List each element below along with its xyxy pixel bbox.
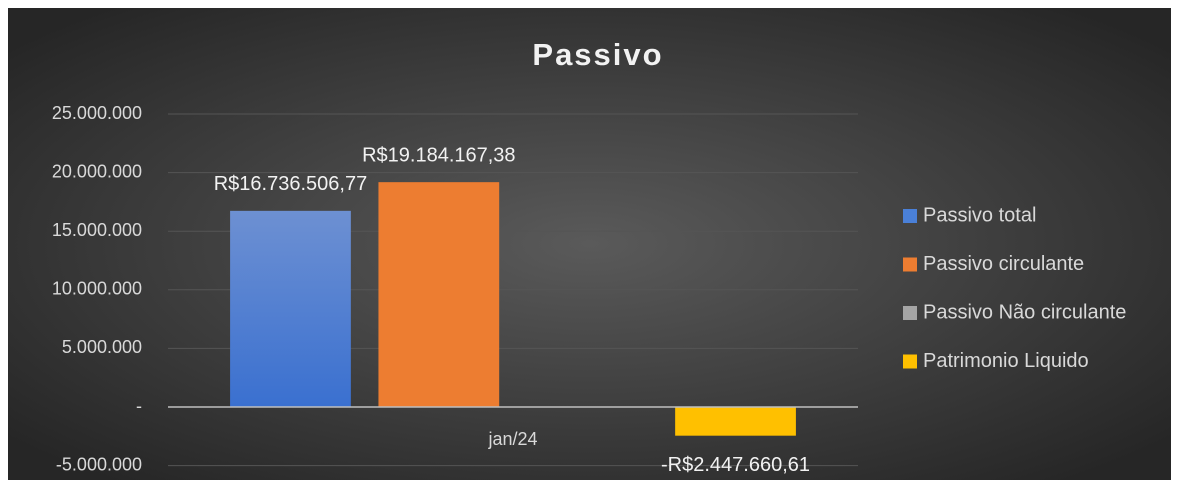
x-tick-label: jan/24	[487, 429, 537, 449]
y-tick-label: -5.000.000	[56, 454, 142, 474]
legend-swatch	[903, 257, 917, 272]
legend-swatch	[903, 306, 917, 320]
chart-title: Passivo	[532, 37, 663, 72]
bar	[378, 182, 500, 407]
legend-swatch	[903, 354, 917, 369]
legend-swatch	[903, 209, 917, 223]
data-label: R$16.736.506,77	[214, 173, 367, 195]
y-tick-label: -	[136, 396, 142, 416]
chart-background	[8, 8, 1171, 480]
bar	[675, 407, 796, 436]
legend-label: Passivo circulante	[923, 253, 1084, 275]
bar	[230, 210, 351, 407]
legend-label: Patrimonio Liquido	[923, 350, 1089, 372]
y-tick-label: 25.000.000	[52, 103, 142, 123]
y-tick-label: 15.000.000	[52, 220, 142, 240]
data-label: R$19.184.167,38	[362, 144, 515, 166]
y-tick-label: 20.000.000	[52, 161, 142, 181]
y-tick-label: 10.000.000	[52, 279, 142, 299]
data-label: -R$2.447.660,61	[661, 454, 810, 476]
legend-label: Passivo total	[923, 204, 1036, 226]
legend-label: Passivo Não circulante	[923, 301, 1126, 323]
y-tick-label: 5.000.000	[62, 337, 142, 357]
